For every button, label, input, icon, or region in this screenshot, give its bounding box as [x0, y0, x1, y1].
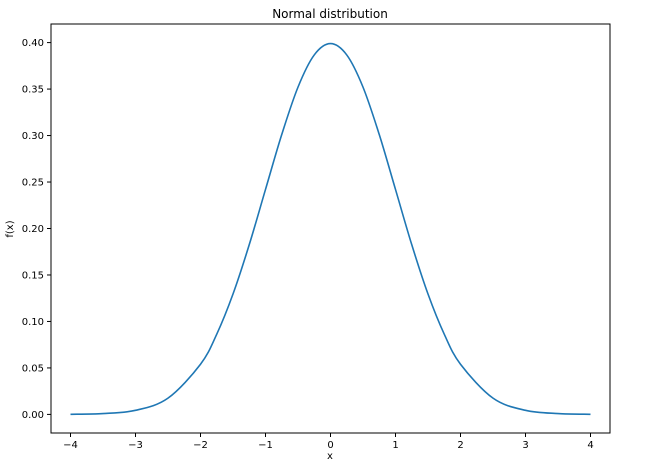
y-tick-label: 0.20 [22, 224, 44, 235]
y-axis-label: f(x) [5, 220, 16, 237]
x-tick-label: −2 [193, 440, 208, 451]
series-line [70, 42, 591, 416]
x-tick-label: −4 [63, 440, 78, 451]
x-tick-label: −1 [258, 440, 273, 451]
chart-title: Normal distribution [272, 7, 388, 21]
x-tick-label: −3 [128, 440, 143, 451]
y-tick-label: 0.35 [22, 85, 44, 96]
x-tick-label: 4 [587, 440, 593, 451]
y-tick-label: 0.05 [22, 363, 44, 374]
y-tick-label: 0.10 [22, 317, 44, 328]
x-tick-label: 3 [522, 440, 528, 451]
y-tick-label: 0.25 [22, 178, 44, 189]
x-tick-label: 1 [392, 440, 398, 451]
x-axis-label: x [327, 451, 333, 461]
x-axis: −4 −3 −2 −1 0 1 2 3 4 [63, 433, 594, 451]
y-tick-label: 0.15 [22, 270, 44, 281]
plot-area [50, 23, 611, 434]
y-tick-label: 0.00 [22, 410, 44, 421]
y-tick-label: 0.30 [22, 131, 44, 142]
x-tick-label: 2 [457, 440, 463, 451]
y-axis: 0.00 0.05 0.10 0.15 0.20 0.25 0.30 0.35 0.40 [22, 38, 51, 421]
x-tick-label: 0 [327, 440, 333, 451]
y-tick-label: 0.40 [22, 38, 44, 49]
